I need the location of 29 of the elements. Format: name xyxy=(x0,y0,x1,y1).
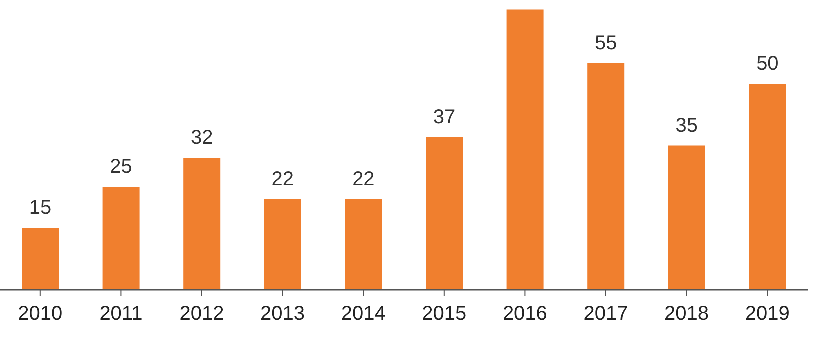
data-label: 22 xyxy=(272,168,294,190)
data-label: 25 xyxy=(110,156,132,178)
bar xyxy=(264,199,302,290)
x-tick-label: 2013 xyxy=(260,303,306,326)
data-label: 55 xyxy=(594,32,618,54)
bar xyxy=(102,186,140,290)
data-label: 35 xyxy=(676,114,698,137)
data-label: 37 xyxy=(433,106,456,129)
x-tick-label: 2014 xyxy=(341,303,386,326)
bar xyxy=(588,63,625,290)
x-tick-label: 2016 xyxy=(502,303,548,326)
bar xyxy=(426,138,463,290)
x-tick-label: 2010 xyxy=(18,303,63,326)
x-tick-label: 2017 xyxy=(584,303,628,326)
bar xyxy=(22,228,59,290)
data-label: 15 xyxy=(29,197,52,220)
x-tick-label: 2011 xyxy=(100,303,143,326)
x-tick-label: 2015 xyxy=(422,303,467,326)
bar xyxy=(506,10,544,290)
bar xyxy=(749,84,786,290)
bar xyxy=(184,158,221,290)
x-tick-label: 2018 xyxy=(664,303,710,326)
data-label: 22 xyxy=(352,168,375,190)
bar xyxy=(345,199,382,290)
data-label: 50 xyxy=(756,52,779,75)
x-tick-label: 2019 xyxy=(745,303,790,326)
x-tick-label: 2012 xyxy=(180,303,224,326)
bar xyxy=(668,146,706,290)
data-label: 32 xyxy=(190,127,214,150)
